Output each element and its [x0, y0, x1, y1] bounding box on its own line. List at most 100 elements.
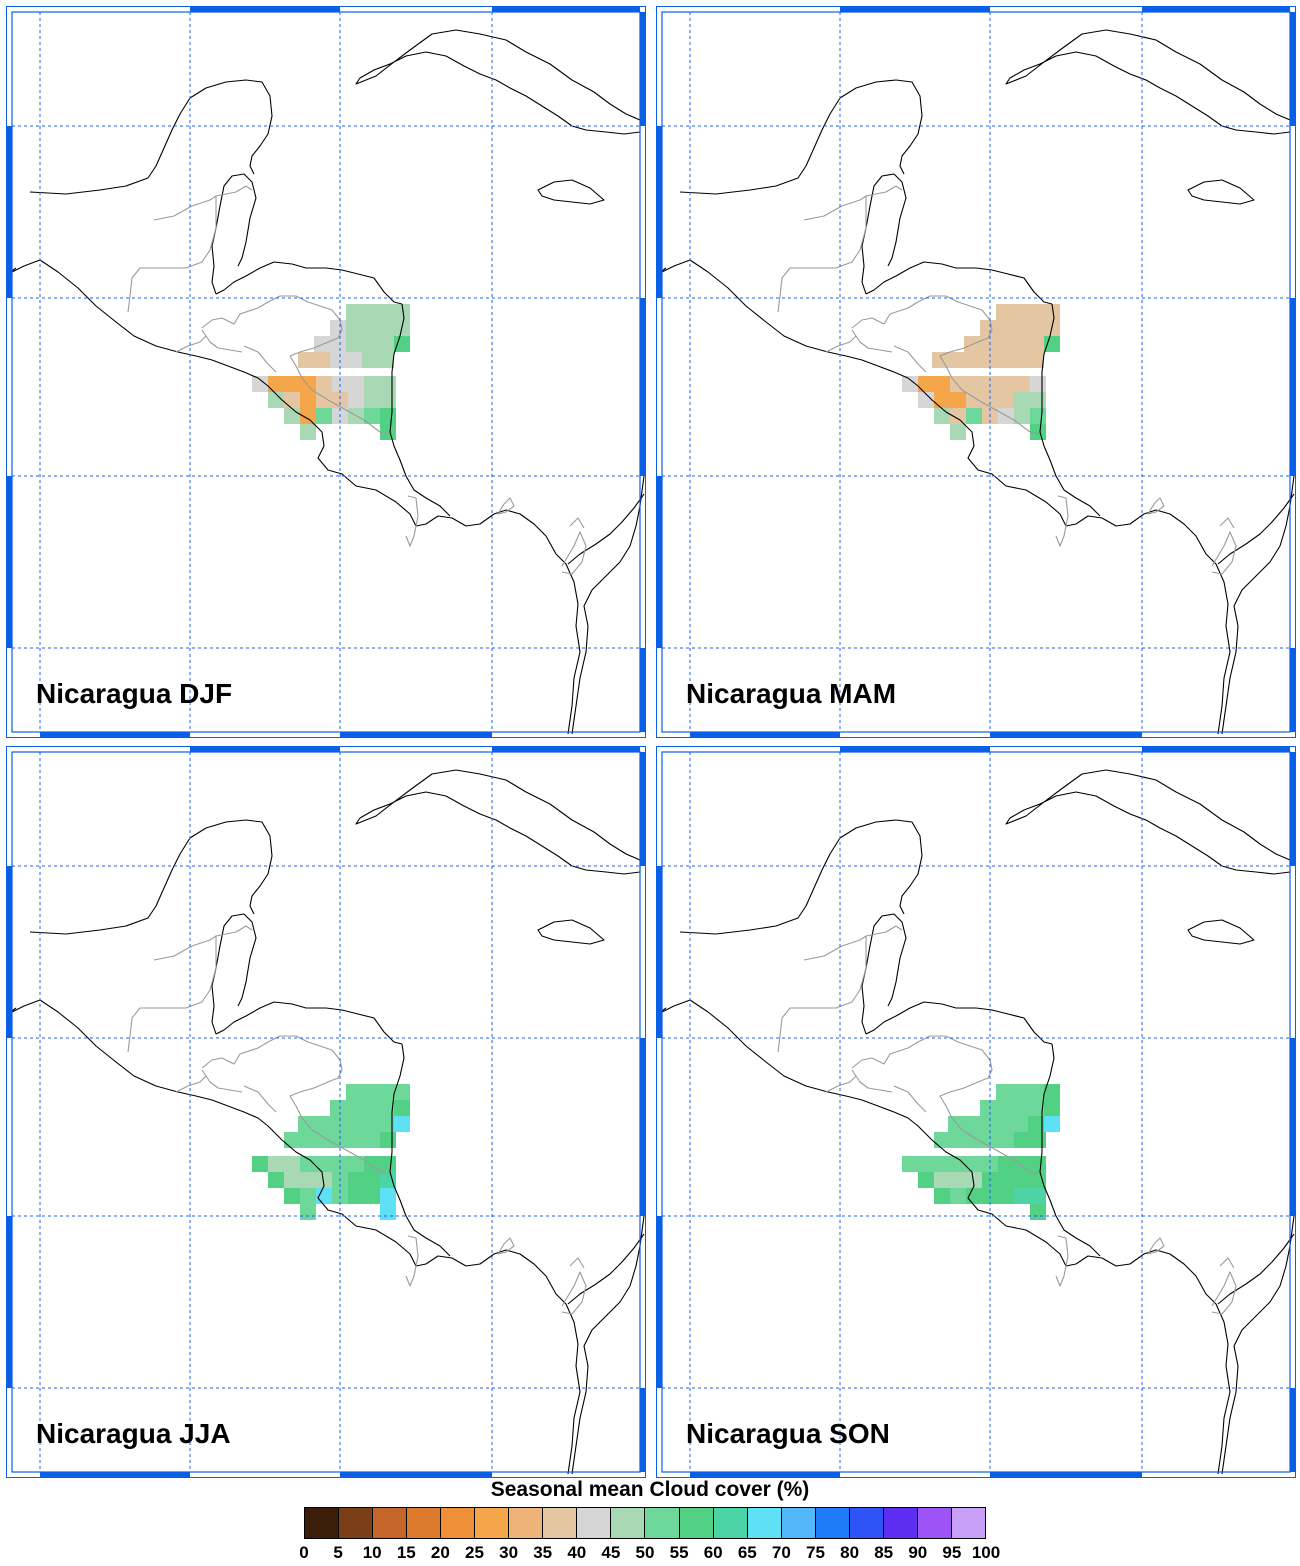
colorbar-tick-label: 55: [669, 1543, 689, 1562]
cloud-cover-cell: [1028, 352, 1044, 368]
country-border: [201, 1069, 243, 1093]
colorbar-swatch: [339, 1508, 374, 1538]
cloud-cover-cell: [934, 1188, 950, 1204]
coastline: [215, 261, 403, 305]
colorbar-swatch: [747, 1508, 782, 1538]
map-canvas: [6, 746, 646, 1478]
country-border: [561, 531, 587, 575]
cloud-cover-cell: [284, 1156, 300, 1172]
frame-scale-bars: [656, 6, 1296, 738]
country-border: [201, 1035, 343, 1097]
colorbar-swatch: [543, 1508, 578, 1538]
cloud-cover-cell: [996, 320, 1012, 336]
colorbar-swatch: [611, 1508, 646, 1538]
map-panel-son: Nicaragua SON: [656, 746, 1296, 1478]
panel-title: Nicaragua JJA: [36, 1418, 231, 1449]
cloud-cover-cell: [380, 1132, 396, 1148]
frame-scale-bars: [6, 746, 646, 1478]
cloud-cover-cell: [918, 376, 934, 392]
country-border: [1211, 531, 1237, 575]
cloud-cover-cell: [362, 352, 378, 368]
cloud-cover-cell: [996, 1100, 1012, 1116]
country-border: [243, 1085, 277, 1113]
cloud-cover-cell: [1012, 1116, 1028, 1132]
country-border: [243, 345, 277, 373]
coastline: [679, 819, 923, 935]
map-panel-djf: Nicaragua DJF: [6, 6, 646, 738]
cloud-cover-cell: [1014, 1156, 1030, 1172]
coastline: [571, 475, 645, 735]
map-background: [656, 746, 1296, 1478]
coastline: [657, 999, 1231, 1475]
frame-bar: [492, 6, 640, 12]
cloud-cover-cell: [300, 392, 316, 408]
country-border: [1147, 1237, 1165, 1255]
country-borders: [777, 185, 1237, 575]
cloud-cover-cell: [330, 1100, 346, 1116]
frame-bar: [990, 1472, 1142, 1478]
cloud-cover-cell: [378, 304, 394, 320]
coastline: [215, 1001, 403, 1045]
colorbar-swatch: [781, 1508, 816, 1538]
country-border: [405, 1235, 419, 1287]
cloud-cover-cell: [348, 1188, 364, 1204]
cloud-cover-cell: [980, 1100, 996, 1116]
cloud-cover-cell: [378, 1116, 394, 1132]
cloud-cover-cell: [316, 1156, 332, 1172]
colorbar-tick-label: 0: [299, 1543, 309, 1562]
cloud-cover-cell: [348, 376, 364, 392]
country-border: [1219, 1257, 1235, 1269]
cloud-cover-cell: [1014, 392, 1030, 408]
coastline: [389, 303, 451, 517]
map-panel-mam: Nicaragua MAM: [656, 6, 1296, 738]
cloud-cover-cell: [998, 1132, 1014, 1148]
frame-bar: [656, 1216, 662, 1388]
coastline: [1217, 493, 1295, 565]
colorbar-swatch: [951, 1508, 985, 1538]
cloud-cover-cell: [284, 1188, 300, 1204]
coastline: [865, 1001, 1053, 1045]
map-canvas: [656, 746, 1296, 1478]
cloud-cover-cell: [348, 392, 364, 408]
cloud-cover-cell: [330, 1116, 346, 1132]
cloud-cover-cell: [284, 392, 300, 408]
cloud-cover-cell: [284, 1132, 300, 1148]
cloud-cover-cell: [934, 1132, 950, 1148]
cloud-cover-cell: [300, 1156, 316, 1172]
country-border: [939, 355, 1041, 435]
colorbar-swatch: [883, 1508, 918, 1538]
country-border: [497, 1237, 515, 1255]
cloud-cover-cell: [364, 408, 380, 424]
country-border: [175, 1075, 207, 1093]
cloud-cover-cell: [300, 408, 316, 424]
country-border: [289, 355, 391, 435]
cloud-cover-cell: [348, 1132, 364, 1148]
cloud-cover-cell: [314, 352, 330, 368]
cloud-cover-cell: [932, 352, 948, 368]
cloud-cover-cell: [1044, 1084, 1060, 1100]
cloud-cover-cell: [950, 424, 966, 440]
frame-bar: [690, 732, 840, 738]
coastline: [355, 29, 641, 135]
cloud-cover-cell: [380, 1188, 396, 1204]
colorbar-tick-label: 75: [806, 1543, 825, 1562]
cloud-cover-cell: [300, 1188, 316, 1204]
cloud-cover-cell: [380, 424, 396, 440]
cloud-cover-cell: [1012, 1100, 1028, 1116]
colorbar-swatch: [679, 1508, 714, 1538]
country-border: [851, 295, 993, 357]
frame-bar: [492, 746, 640, 752]
frame-bar: [40, 732, 190, 738]
coastline: [1187, 179, 1255, 205]
cloud-cover-cell: [268, 376, 284, 392]
country-border: [561, 1271, 587, 1315]
cloud-cover-cell: [1030, 1156, 1046, 1172]
panel-title: Nicaragua DJF: [36, 678, 233, 709]
cloud-cover-field: [252, 1084, 410, 1220]
cloud-cover-cell: [268, 392, 284, 408]
coastline: [389, 1043, 451, 1257]
cloud-cover-field: [902, 1084, 1060, 1220]
colorbar-tick-label: 40: [567, 1543, 587, 1562]
colorbar-tick-label: 50: [635, 1543, 655, 1562]
cloud-cover-cell: [1012, 304, 1028, 320]
